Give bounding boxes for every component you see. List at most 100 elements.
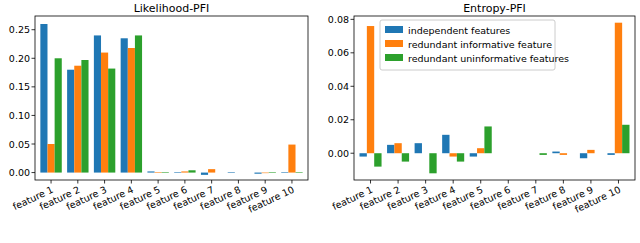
bar [567,153,574,154]
tick-label: 0.04 [328,81,349,92]
tick [291,180,292,184]
legend-swatch [385,26,403,33]
bar [181,171,188,172]
tick [351,119,355,120]
bar [415,143,422,153]
bar [228,172,235,174]
bar [512,153,519,154]
bar [296,172,303,174]
bar [155,172,162,174]
tick [351,153,355,154]
tick [32,58,36,59]
bar [281,172,288,174]
bar [552,152,559,154]
bar [560,153,567,155]
legend-label: redundant informative feature [408,39,552,50]
bar [201,173,208,175]
bar [40,24,47,173]
bar [607,153,614,155]
bar [539,153,546,155]
bar [101,53,108,173]
bar [367,26,374,153]
tick [77,180,78,184]
legend-swatch [385,40,403,47]
tick [184,180,185,184]
bar [174,172,181,174]
bar [587,150,594,153]
bar [442,135,449,153]
bar [622,125,629,153]
bars [360,23,630,174]
bar [394,143,401,153]
bars [40,24,302,175]
frame [35,16,308,180]
tick [370,180,371,184]
legend-label: redundant uninformative features [408,53,569,64]
bar [595,153,602,154]
bar [484,126,491,153]
bar [360,153,367,156]
tick-label: 0.06 [328,47,349,58]
bar [208,169,215,172]
tick [480,180,481,184]
bar [497,153,504,154]
tick-label: 0.02 [328,114,349,125]
tick-label: feature 10 [573,184,622,215]
figure: 0.000.050.100.150.200.25feature 1feature… [0,0,640,243]
bar [387,145,394,153]
bar [532,153,539,154]
bar [55,58,62,172]
bar [128,48,135,173]
bar [188,170,195,172]
bar [269,172,276,174]
bar [254,173,261,174]
bar [422,153,429,154]
bar [147,171,154,172]
tick [32,86,36,87]
tick-label: 0.15 [9,81,30,92]
bar [288,145,295,173]
bar [262,172,269,174]
tick [32,29,36,30]
tick [104,180,105,184]
tick [590,180,591,184]
tick-label: 0.00 [9,167,30,178]
frame [354,16,635,180]
bar [74,66,81,173]
bar [374,153,381,166]
bar [121,38,128,172]
bar [235,172,242,173]
tick [32,172,36,173]
tick-label: 0.20 [9,53,30,64]
bar [242,172,249,173]
tick [32,115,36,116]
tick-label: 0.08 [328,14,349,25]
bar [162,172,169,174]
tick [51,180,52,184]
tick [425,180,426,184]
tick [618,180,619,184]
tick [265,180,266,184]
tick [508,180,509,184]
tick [158,180,159,184]
bar [477,148,484,153]
bar [450,153,457,156]
tick-label: 0.25 [9,24,30,35]
bar [429,153,436,173]
panel: 0.000.020.040.060.08feature 1feature 2fe… [328,2,635,215]
legend-label: independent features [408,25,510,36]
tick [563,180,564,184]
tick [453,180,454,184]
bar [108,69,115,173]
bar [402,153,409,161]
tick [32,144,36,145]
tick [238,180,239,184]
bar [470,153,477,156]
tick-label: feature 10 [246,184,295,215]
panel: 0.000.050.100.150.200.25feature 1feature… [9,2,308,215]
bar [215,172,222,173]
bar [525,153,532,154]
bar [67,70,74,173]
tick-label: 0.10 [9,110,30,121]
bar [505,153,512,154]
